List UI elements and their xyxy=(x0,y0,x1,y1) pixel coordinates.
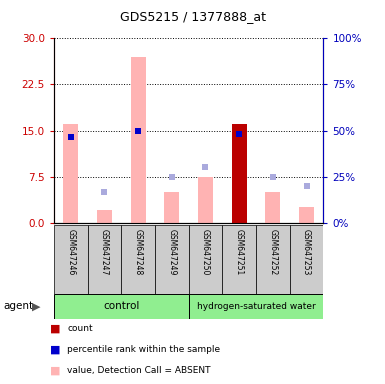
Bar xyxy=(164,192,179,223)
Text: GDS5215 / 1377888_at: GDS5215 / 1377888_at xyxy=(119,10,266,23)
Text: GSM647250: GSM647250 xyxy=(201,230,210,276)
Text: percentile rank within the sample: percentile rank within the sample xyxy=(67,345,221,354)
Text: GSM647246: GSM647246 xyxy=(66,230,75,276)
Text: value, Detection Call = ABSENT: value, Detection Call = ABSENT xyxy=(67,366,211,375)
Bar xyxy=(54,225,88,294)
Text: GSM647251: GSM647251 xyxy=(235,230,244,276)
Text: ■: ■ xyxy=(50,366,60,376)
Bar xyxy=(131,57,146,223)
Text: ■: ■ xyxy=(50,323,60,333)
Text: GSM647248: GSM647248 xyxy=(134,230,142,276)
Bar xyxy=(290,225,323,294)
Text: hydrogen-saturated water: hydrogen-saturated water xyxy=(197,302,315,311)
Text: ■: ■ xyxy=(50,344,60,354)
Bar xyxy=(223,225,256,294)
Bar xyxy=(97,210,112,223)
Text: GSM647249: GSM647249 xyxy=(167,230,176,276)
Bar xyxy=(299,207,314,223)
Text: GSM647247: GSM647247 xyxy=(100,230,109,276)
Text: agent: agent xyxy=(4,301,34,311)
Text: control: control xyxy=(103,301,139,311)
Bar xyxy=(88,225,121,294)
Text: ▶: ▶ xyxy=(32,301,40,311)
Text: count: count xyxy=(67,324,93,333)
Bar xyxy=(121,225,155,294)
Bar xyxy=(63,124,78,223)
Text: GSM647252: GSM647252 xyxy=(268,230,277,276)
Bar xyxy=(232,124,247,223)
Bar xyxy=(198,177,213,223)
Bar xyxy=(189,225,223,294)
Bar xyxy=(265,192,280,223)
Bar xyxy=(256,225,290,294)
Bar xyxy=(189,294,323,319)
Bar xyxy=(54,294,189,319)
Text: GSM647253: GSM647253 xyxy=(302,230,311,276)
Bar xyxy=(155,225,189,294)
